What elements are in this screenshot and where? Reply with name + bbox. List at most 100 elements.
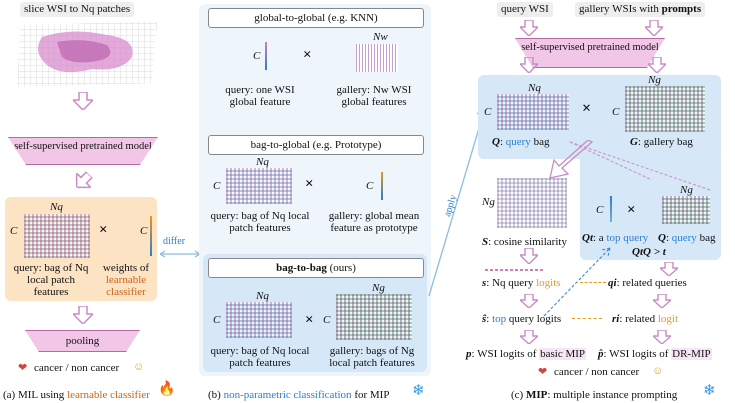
smiley-icon: ☺ — [133, 361, 145, 373]
times-icon: × — [305, 176, 314, 192]
gallery-bag-g — [625, 86, 705, 132]
nq-label: Nq — [256, 156, 269, 168]
c-label: C — [253, 50, 261, 62]
nq-label: Nq — [528, 82, 541, 94]
caption-b: (b) non-parametric classification for MI… — [208, 389, 390, 401]
s-label: S: cosine similarity — [482, 236, 567, 248]
wsi-thumbnail — [17, 21, 157, 87]
b2g-gallery-label: gallery: global mean feature as prototyp… — [328, 210, 420, 234]
c-label: C — [213, 180, 221, 192]
gallery-wsi-label: gallery WSIs with prompts — [575, 2, 706, 17]
qt-label: Qt: a top query — [582, 232, 649, 244]
arrow-diag — [549, 140, 594, 179]
c-label: C — [612, 106, 620, 118]
b2b-title-box — [208, 258, 424, 278]
g2g-gallery-label: gallery: Nw WSI global features — [336, 84, 412, 108]
patch-feature-bag — [24, 214, 90, 258]
b2g-title-box — [208, 135, 424, 155]
b2g-title: bag-to-global (e.g. Prototype) — [250, 139, 382, 151]
g-bag-label: G: gallery bag — [630, 136, 693, 148]
heart-icon: ❤ — [538, 366, 548, 378]
c-label: C — [10, 225, 18, 237]
flame-icon: 🔥 — [158, 382, 176, 397]
arrow-down — [73, 92, 93, 110]
b2b-gallery-label: gallery: bags of Ng local patch features — [329, 345, 415, 369]
times-icon: × — [582, 100, 592, 117]
c-label: C — [140, 225, 148, 237]
ng-label: Ng — [680, 184, 693, 196]
times-icon: × — [305, 312, 314, 328]
similarity-matrix — [497, 178, 567, 228]
gallery-global-features — [356, 44, 398, 72]
snowflake-icon: ❄ — [703, 383, 716, 399]
query-bag-q — [497, 94, 569, 130]
arrow-down — [73, 306, 93, 324]
logit-dash-line — [572, 318, 602, 319]
nq-label: Nq — [50, 201, 63, 213]
times-icon: × — [99, 222, 108, 238]
shat-label: ŝ: top query logits — [482, 313, 562, 325]
qi-label: qi: related queries — [608, 277, 687, 289]
arrow-down — [520, 330, 538, 344]
nq-label: Nq — [256, 290, 269, 302]
query-bag-label: query: bag of Nq local patch features — [13, 262, 89, 298]
g2g-query-label: query: one WSI global feature — [225, 84, 295, 108]
logit-bar — [485, 269, 545, 271]
arrow-down — [645, 20, 663, 36]
ng-label: Ng — [372, 282, 385, 294]
g2g-title: global-to-global (e.g. KNN) — [254, 12, 378, 24]
query-bag-features — [226, 168, 292, 204]
caption-a: (a) MIL using learnable classifier — [3, 389, 150, 401]
global-feature-vector — [265, 42, 267, 70]
prototype-vector — [381, 172, 383, 200]
c-label: C — [323, 314, 331, 326]
pretrained-model-a: self-supervised pretrained model — [8, 137, 158, 165]
double-arrow — [160, 250, 200, 258]
dashed-arrows — [569, 141, 711, 191]
p-label: p: WSI logits of basic MIP — [466, 348, 587, 360]
pretrained-model-c: self-supervised pretrained model — [515, 38, 665, 68]
weights-label: weights of — [102, 262, 150, 274]
qtq-threshold: QtQ > t — [632, 246, 666, 258]
heart-icon: ❤ — [18, 362, 28, 374]
arrow-down — [653, 330, 671, 344]
classifier-weight-vector — [150, 216, 152, 256]
b2b-gallery-bags — [336, 294, 412, 340]
phat-label: p̂: WSI logits of DR-MIP — [598, 348, 712, 360]
caption-c: (c) MIP: multiple instance prompting — [511, 389, 678, 401]
learnable-classifier-label: learnable classifier — [105, 274, 147, 298]
smiley-icon: ☺ — [652, 365, 664, 377]
arrow-down — [648, 57, 666, 73]
b2g-query-label: query: bag of Nq local patch features — [210, 210, 310, 234]
g2g-title-box — [208, 8, 424, 28]
c-label: C — [213, 314, 221, 326]
times-icon: × — [627, 202, 636, 218]
cancer-label: cancer / non cancer — [34, 362, 120, 374]
c-label: C — [484, 106, 492, 118]
times-icon: × — [303, 47, 312, 63]
slice-label: slice WSI to Nq patches — [20, 2, 135, 17]
b2b-query-label: query: bag of Nq local patch features — [210, 345, 310, 369]
ri-label: ri: related logit — [612, 313, 678, 325]
b2b-query-bag — [226, 302, 292, 338]
arrow-down — [520, 57, 538, 73]
q-query-bag-label: Q: query bag — [658, 232, 716, 244]
top-query-vector — [610, 196, 612, 222]
c-label: C — [366, 180, 374, 192]
arrow-down — [75, 170, 94, 189]
c-label: C — [596, 204, 604, 216]
arrow-down — [520, 248, 538, 264]
logit-dash-line — [580, 282, 606, 283]
arrow-down — [660, 262, 678, 276]
s-logits-label: s: Nq query logits — [482, 277, 561, 289]
ng-label: Ng — [482, 196, 495, 208]
arrow-down — [520, 294, 538, 308]
cancer-label-c: cancer / non cancer — [554, 366, 640, 378]
arrow-down — [520, 20, 538, 36]
nw-label: Nw — [373, 31, 388, 43]
arrow-down — [653, 294, 671, 308]
pooling-box: pooling — [25, 330, 140, 352]
b2b-title: bag-to-bag (ours) — [276, 262, 356, 274]
snowflake-icon: ❄ — [412, 383, 425, 399]
ng-label: Ng — [648, 74, 661, 86]
